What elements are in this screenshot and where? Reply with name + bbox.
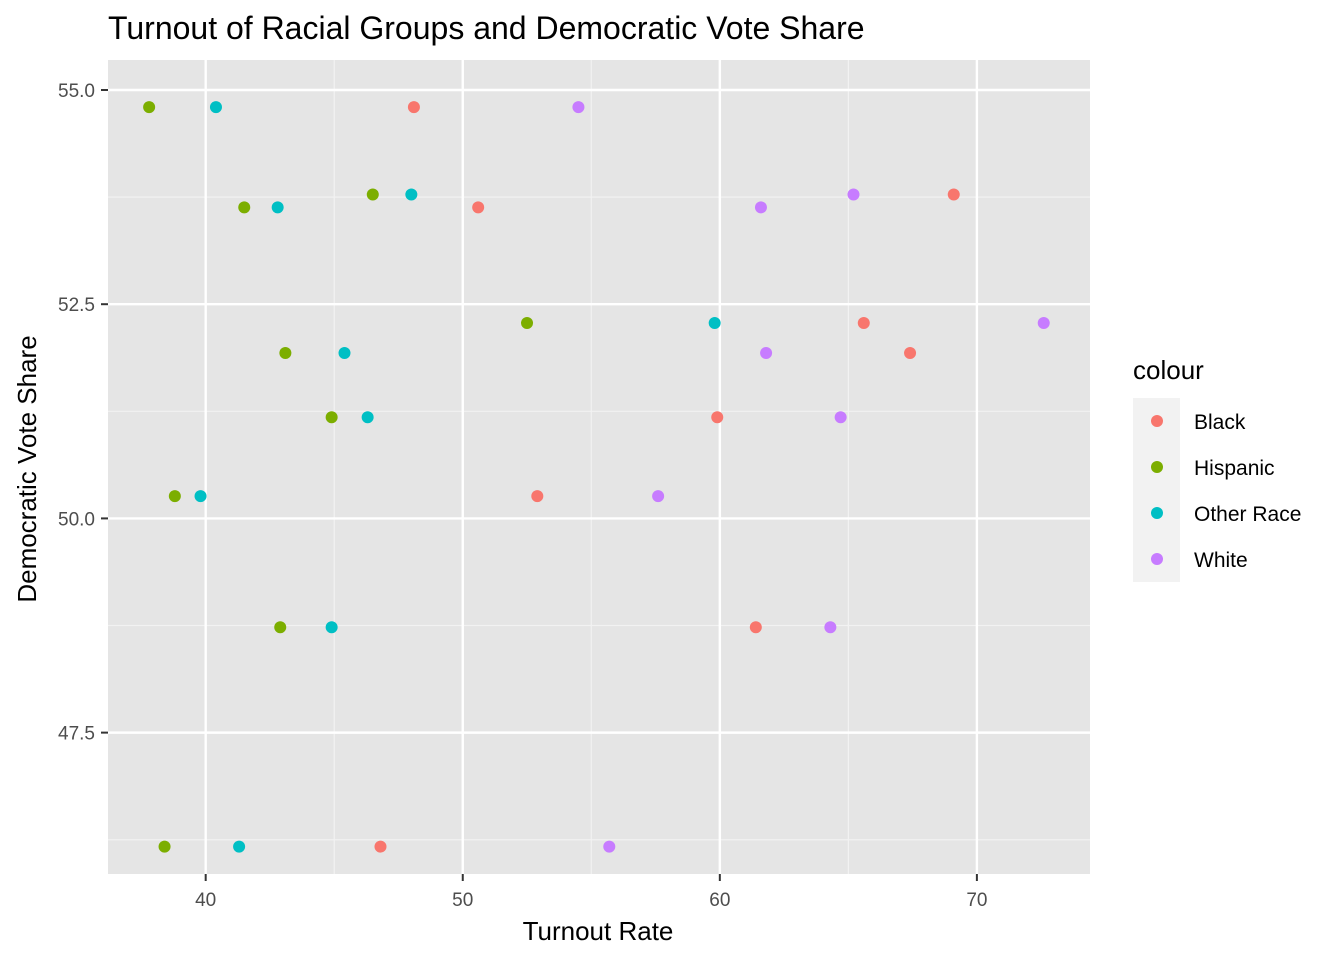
data-point xyxy=(857,317,870,330)
data-point xyxy=(572,101,585,114)
data-point xyxy=(407,101,420,114)
data-point xyxy=(947,188,960,201)
series-white xyxy=(572,101,1050,853)
x-tick-label: 50 xyxy=(452,890,473,911)
legend-label: Other Race xyxy=(1194,503,1301,526)
y-tick-label: 55.0 xyxy=(58,81,95,102)
legend: colour Black Hispanic Other Race White xyxy=(1133,355,1301,582)
data-point xyxy=(834,411,847,424)
data-point xyxy=(361,411,374,424)
data-point xyxy=(366,188,379,201)
series-other-race xyxy=(194,101,721,853)
data-point xyxy=(274,621,287,634)
data-point xyxy=(338,347,351,360)
x-axis: 40 50 60 70 xyxy=(195,874,987,911)
panel-background xyxy=(108,60,1090,874)
data-points xyxy=(143,101,1050,853)
data-point xyxy=(652,490,665,503)
y-tick-label: 47.5 xyxy=(58,724,95,745)
x-axis-title: Turnout Rate xyxy=(523,916,674,946)
data-point xyxy=(824,621,837,634)
data-point xyxy=(1037,317,1050,330)
data-point xyxy=(521,317,534,330)
data-point xyxy=(143,101,156,114)
x-tick-label: 40 xyxy=(195,890,216,911)
data-point xyxy=(760,347,773,360)
legend-item: Black xyxy=(1151,411,1246,434)
x-tick-label: 70 xyxy=(966,890,987,911)
data-point xyxy=(158,840,171,853)
data-point xyxy=(194,490,207,503)
data-point xyxy=(209,101,222,114)
legend-key xyxy=(1151,507,1163,519)
y-axis: 47.5 50.0 52.5 55.0 xyxy=(58,81,108,745)
data-point xyxy=(754,201,767,214)
y-tick-label: 52.5 xyxy=(58,295,95,316)
data-point xyxy=(238,201,251,214)
series-hispanic xyxy=(143,101,534,853)
legend-item: White xyxy=(1151,549,1248,572)
data-point xyxy=(708,317,721,330)
legend-items: Black Hispanic Other Race White xyxy=(1151,411,1301,572)
legend-key xyxy=(1151,553,1163,565)
legend-key xyxy=(1151,415,1163,427)
legend-key xyxy=(1151,461,1163,473)
data-point xyxy=(325,411,338,424)
y-axis-title: Democratic Vote Share xyxy=(12,335,42,602)
chart-title: Turnout of Racial Groups and Democratic … xyxy=(108,10,865,46)
data-point xyxy=(531,490,544,503)
data-point xyxy=(904,347,917,360)
legend-title: colour xyxy=(1133,355,1204,385)
legend-key-background xyxy=(1133,398,1180,582)
legend-label: Hispanic xyxy=(1194,457,1275,480)
gridlines xyxy=(108,60,1090,874)
data-point xyxy=(325,621,338,634)
data-point xyxy=(472,201,485,214)
y-tick-label: 50.0 xyxy=(58,509,95,530)
legend-item: Hispanic xyxy=(1151,457,1275,480)
series-black xyxy=(374,101,960,853)
data-point xyxy=(233,840,246,853)
legend-item: Other Race xyxy=(1151,503,1301,526)
data-point xyxy=(168,490,181,503)
data-point xyxy=(405,188,418,201)
data-point xyxy=(279,347,292,360)
plot-panel xyxy=(108,60,1090,874)
data-point xyxy=(847,188,860,201)
legend-label: Black xyxy=(1194,411,1246,434)
x-tick-label: 60 xyxy=(709,890,730,911)
data-point xyxy=(711,411,724,424)
legend-label: White xyxy=(1194,549,1248,572)
data-point xyxy=(603,840,616,853)
data-point xyxy=(374,840,387,853)
data-point xyxy=(749,621,762,634)
data-point xyxy=(271,201,284,214)
